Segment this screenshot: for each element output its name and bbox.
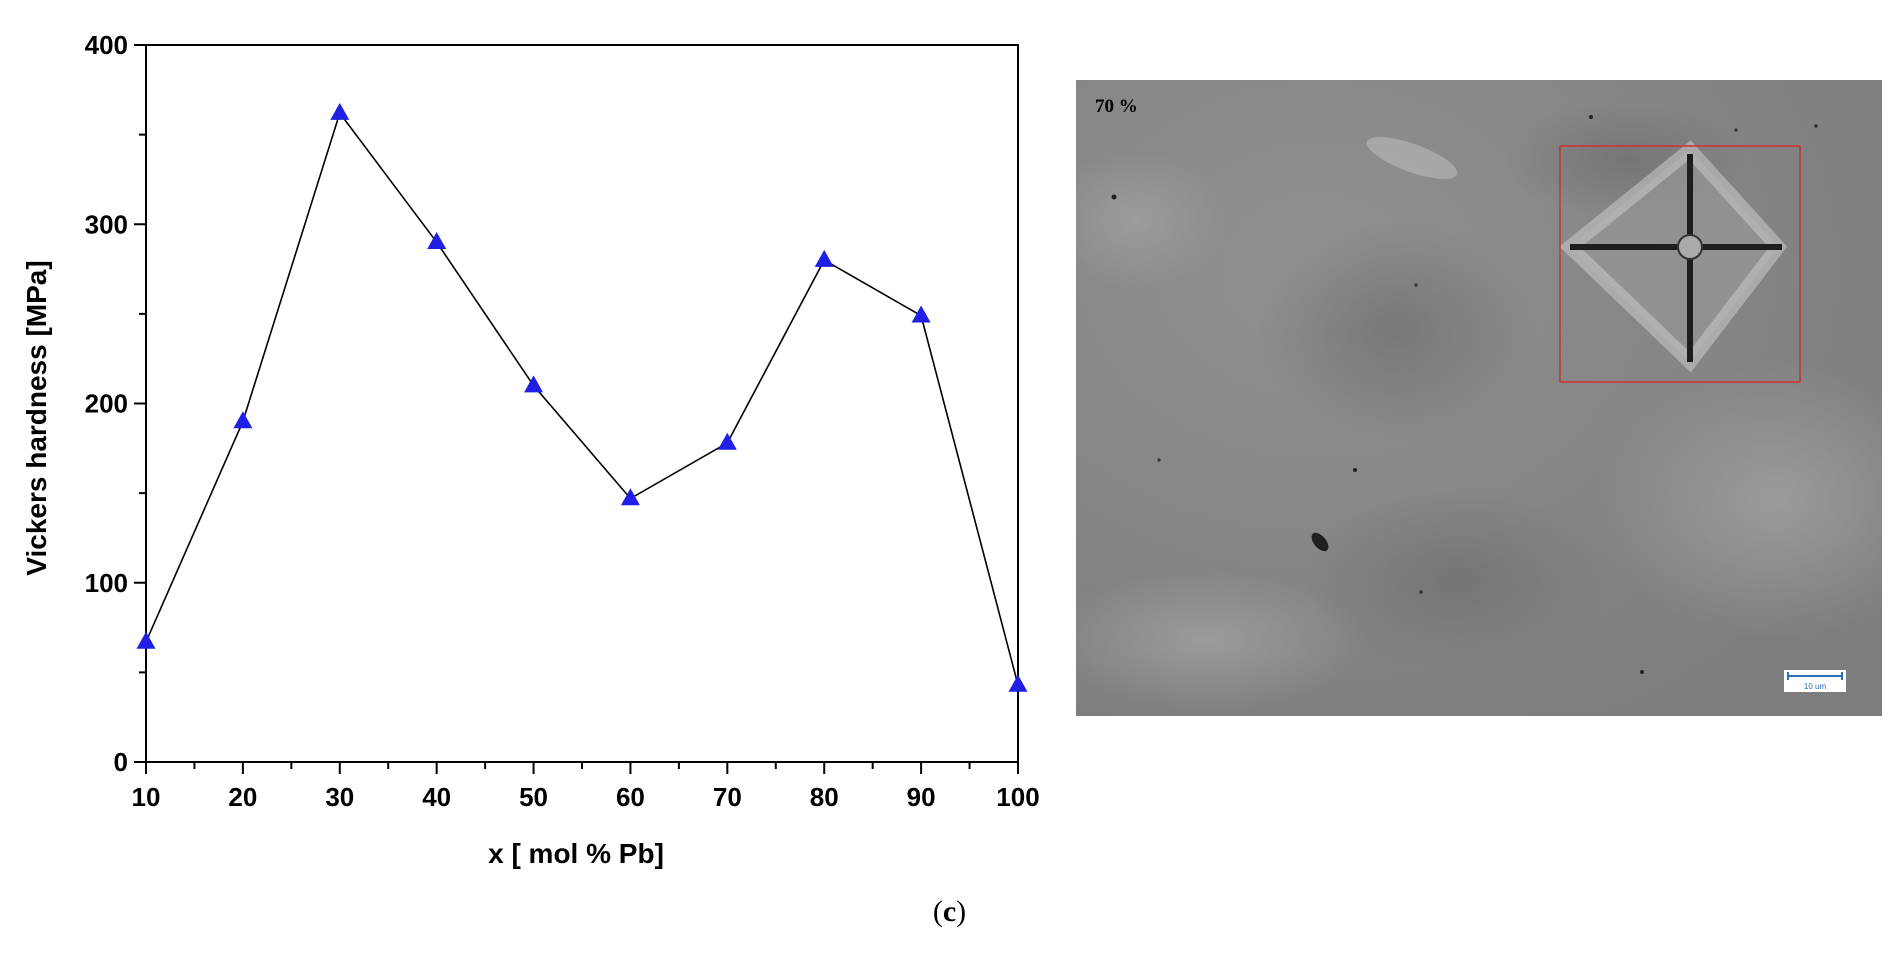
- indent-highlight-box: [1559, 145, 1801, 383]
- x-tick-label: 60: [616, 782, 645, 812]
- caption-open-paren: (: [932, 895, 943, 928]
- x-tick-label: 100: [996, 782, 1039, 812]
- micrograph-image: 10 um: [1076, 80, 1882, 716]
- caption-letter: c: [942, 895, 957, 928]
- data-point: [620, 488, 640, 506]
- y-tick-label: 400: [85, 30, 128, 60]
- chart-axes: [145, 44, 1019, 763]
- chart-ticks: 0 100 200 300 400 10 20 30 40 50 60 70 80 90 100: [85, 30, 1040, 812]
- vickers-indent: [1559, 140, 1788, 373]
- x-tick-label: 20: [228, 782, 257, 812]
- data-point: [911, 305, 931, 323]
- x-tick-label: 50: [519, 782, 548, 812]
- x-tick-label: 30: [325, 782, 354, 812]
- scale-bar: 10 um: [1784, 670, 1846, 692]
- plot-frame: [145, 44, 1019, 763]
- y-axis-label: Vickers hardness [MPa]: [21, 260, 52, 575]
- composition-label: 70 %: [1095, 96, 1138, 117]
- data-point: [814, 249, 834, 267]
- y-tick-label: 100: [85, 568, 128, 598]
- data-point: [524, 375, 544, 393]
- data-point: [330, 102, 350, 120]
- y-tick-label: 300: [85, 209, 128, 239]
- data-point: [427, 231, 447, 249]
- chart-series: [136, 102, 1028, 692]
- data-point: [717, 432, 737, 450]
- data-point: [233, 411, 253, 429]
- x-tick-label: 70: [713, 782, 742, 812]
- y-tick-label: 200: [85, 389, 128, 419]
- series-line: [145, 111, 1019, 686]
- x-tick-label: 10: [132, 782, 161, 812]
- indentation-micrograph: 10 um 70 %: [1076, 80, 1882, 716]
- x-tick-label: 80: [810, 782, 839, 812]
- y-tick-label: 0: [114, 747, 128, 777]
- hardness-chart: 0 100 200 300 400 10 20 30 40 50 60 70 80 90 100 x [ m…: [21, 30, 1040, 869]
- scale-bar-label: 10 um: [1804, 682, 1827, 691]
- x-tick-label: 90: [907, 782, 936, 812]
- figure-caption: (c): [0, 895, 1899, 929]
- data-point: [136, 631, 156, 649]
- caption-close-paren: ): [956, 895, 967, 928]
- data-point: [1008, 674, 1028, 692]
- x-tick-label: 40: [422, 782, 451, 812]
- x-axis-label: x [ mol % Pb]: [488, 838, 664, 869]
